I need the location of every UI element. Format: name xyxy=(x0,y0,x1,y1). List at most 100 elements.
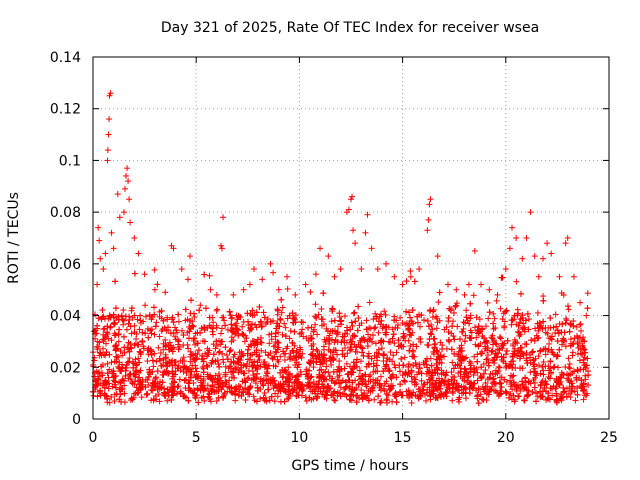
data-point xyxy=(113,390,120,397)
data-point xyxy=(136,374,143,381)
data-point xyxy=(236,349,243,356)
data-point xyxy=(308,342,315,349)
data-point xyxy=(244,375,251,382)
data-point xyxy=(186,323,193,330)
data-point xyxy=(247,310,254,317)
data-point xyxy=(578,327,585,334)
data-point xyxy=(585,382,592,389)
data-point xyxy=(496,364,503,371)
data-point xyxy=(116,214,123,221)
data-point xyxy=(193,392,200,399)
data-point xyxy=(559,394,566,401)
data-point xyxy=(537,370,544,377)
data-point xyxy=(502,388,509,395)
data-point xyxy=(369,384,376,391)
data-point xyxy=(362,371,369,378)
data-point xyxy=(104,323,111,330)
data-point xyxy=(226,363,233,370)
data-point xyxy=(480,370,487,377)
data-point xyxy=(285,371,292,378)
data-point xyxy=(206,395,213,402)
data-point xyxy=(471,364,478,371)
data-point xyxy=(488,383,495,390)
data-point xyxy=(139,329,146,336)
data-point xyxy=(348,196,354,203)
data-point xyxy=(358,358,365,365)
data-point xyxy=(219,245,225,252)
data-point xyxy=(245,346,252,353)
data-point xyxy=(478,364,485,371)
data-point xyxy=(576,334,583,341)
data-point xyxy=(523,387,530,394)
data-point xyxy=(558,290,565,297)
data-point xyxy=(217,330,224,337)
data-point xyxy=(407,268,414,275)
data-point xyxy=(118,398,125,405)
data-point xyxy=(291,380,298,387)
data-point xyxy=(325,334,332,341)
data-point xyxy=(353,356,360,363)
data-point xyxy=(140,343,147,350)
data-point xyxy=(131,329,138,336)
data-point xyxy=(516,319,523,326)
data-point xyxy=(284,273,291,280)
data-point xyxy=(563,317,570,324)
data-point xyxy=(165,346,172,353)
data-point xyxy=(449,388,456,395)
data-point xyxy=(503,389,510,396)
data-point xyxy=(484,299,491,306)
data-point xyxy=(259,323,266,330)
data-point xyxy=(201,324,208,331)
data-point xyxy=(363,317,370,324)
data-point xyxy=(182,376,189,383)
data-point xyxy=(433,313,440,320)
data-point xyxy=(483,338,490,345)
data-point xyxy=(261,376,268,383)
data-point xyxy=(402,337,409,344)
data-point xyxy=(405,387,412,394)
data-point xyxy=(515,393,522,400)
data-point xyxy=(345,377,352,384)
data-point xyxy=(505,394,512,401)
data-point xyxy=(159,326,166,333)
data-point xyxy=(384,355,391,362)
data-point xyxy=(125,339,132,346)
data-point xyxy=(428,331,435,338)
data-point xyxy=(501,323,508,330)
data-point xyxy=(535,324,542,331)
data-point xyxy=(324,389,331,396)
data-point xyxy=(374,357,381,364)
data-point xyxy=(309,352,316,359)
data-point xyxy=(519,255,526,262)
data-point xyxy=(577,321,584,328)
data-point xyxy=(431,335,438,342)
data-point xyxy=(407,273,414,280)
data-point xyxy=(469,385,476,392)
data-point xyxy=(336,380,343,387)
data-point xyxy=(298,386,305,393)
data-point xyxy=(281,350,288,357)
data-point xyxy=(507,377,514,384)
data-point xyxy=(451,350,458,357)
data-point xyxy=(494,346,501,353)
data-point xyxy=(491,315,498,322)
data-point xyxy=(277,315,284,322)
data-point xyxy=(213,324,220,331)
data-point xyxy=(411,379,418,386)
data-point xyxy=(273,320,280,327)
data-point xyxy=(120,317,127,324)
data-point xyxy=(489,347,496,354)
data-point xyxy=(498,390,505,397)
data-point xyxy=(380,358,387,365)
data-point xyxy=(181,393,188,400)
data-point xyxy=(475,400,482,407)
data-point xyxy=(382,311,389,318)
data-point xyxy=(112,278,119,285)
data-point xyxy=(350,310,357,317)
data-point xyxy=(398,342,405,349)
data-point xyxy=(514,382,521,389)
data-point xyxy=(494,389,501,396)
data-point xyxy=(163,327,170,334)
data-point xyxy=(499,316,506,323)
data-point xyxy=(519,381,526,388)
